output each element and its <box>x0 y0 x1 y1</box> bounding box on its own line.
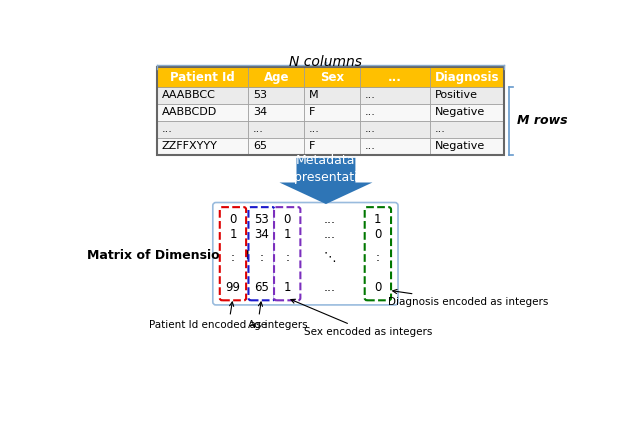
Text: 34: 34 <box>254 228 269 241</box>
Bar <box>304 67 360 87</box>
Text: Sex encoded as integers: Sex encoded as integers <box>291 299 432 337</box>
Text: :: : <box>231 251 235 264</box>
Text: Age: Age <box>247 302 268 329</box>
Text: ...: ... <box>253 124 264 134</box>
Text: 0: 0 <box>229 213 237 226</box>
Text: ZZFFXYYY: ZZFFXYYY <box>162 141 218 151</box>
Text: :: : <box>285 251 289 264</box>
Text: 53: 53 <box>253 90 267 101</box>
Text: 0: 0 <box>284 213 291 226</box>
Polygon shape <box>279 158 373 204</box>
Text: Diagnosis: Diagnosis <box>435 71 499 83</box>
Text: Diagnosis encoded as integers: Diagnosis encoded as integers <box>388 289 548 307</box>
Text: 1: 1 <box>374 213 382 226</box>
Text: Age: Age <box>263 71 289 83</box>
Text: N columns: N columns <box>289 55 363 70</box>
Text: ...: ... <box>364 141 376 151</box>
Text: Negative: Negative <box>434 141 485 151</box>
Text: :: : <box>376 251 380 264</box>
Text: ...: ... <box>309 124 320 134</box>
Bar <box>157 67 504 155</box>
Text: ⋱: ⋱ <box>324 251 336 264</box>
FancyBboxPatch shape <box>249 207 275 300</box>
Text: 0: 0 <box>374 282 382 295</box>
Bar <box>249 104 304 121</box>
Bar <box>304 87 360 104</box>
Text: AAABBCC: AAABBCC <box>162 90 216 101</box>
Text: ...: ... <box>364 108 376 117</box>
Text: Matrix of Dimension: MxN: Matrix of Dimension: MxN <box>87 249 269 262</box>
Text: M rows: M rows <box>516 114 567 127</box>
Text: ...: ... <box>324 282 336 295</box>
Bar <box>157 121 249 138</box>
Text: ...: ... <box>324 228 336 241</box>
Text: AABBCDD: AABBCDD <box>162 108 217 117</box>
Text: ...: ... <box>434 124 445 134</box>
Text: F: F <box>309 141 315 151</box>
Bar <box>157 87 249 104</box>
FancyBboxPatch shape <box>274 207 300 300</box>
FancyBboxPatch shape <box>220 207 246 300</box>
Text: ...: ... <box>364 124 376 134</box>
Bar <box>304 104 360 121</box>
Bar <box>430 87 504 104</box>
Text: 1: 1 <box>284 228 291 241</box>
Text: 1: 1 <box>284 282 291 295</box>
Text: F: F <box>309 108 315 117</box>
Text: 34: 34 <box>253 108 267 117</box>
Text: ...: ... <box>324 213 336 226</box>
Bar <box>430 104 504 121</box>
Text: ...: ... <box>364 90 376 101</box>
Bar <box>157 104 249 121</box>
Text: Sex: Sex <box>320 71 344 83</box>
Text: Negative: Negative <box>434 108 485 117</box>
Text: M: M <box>309 90 319 101</box>
Text: Positive: Positive <box>434 90 478 101</box>
Bar <box>430 138 504 155</box>
Bar <box>360 87 430 104</box>
Bar <box>360 121 430 138</box>
Bar <box>249 87 304 104</box>
Bar <box>249 138 304 155</box>
Bar <box>304 121 360 138</box>
Text: ...: ... <box>162 124 172 134</box>
Bar <box>360 104 430 121</box>
FancyBboxPatch shape <box>364 207 391 300</box>
Text: Patient Id: Patient Id <box>170 71 235 83</box>
Text: Metadata
Representation: Metadata Representation <box>279 154 373 184</box>
Text: :: : <box>259 251 264 264</box>
Text: 65: 65 <box>253 141 267 151</box>
Text: ...: ... <box>388 71 402 83</box>
Text: 1: 1 <box>229 228 237 241</box>
Text: 65: 65 <box>254 282 269 295</box>
Bar <box>430 67 504 87</box>
Bar <box>360 138 430 155</box>
Text: 53: 53 <box>254 213 269 226</box>
Text: Patient Id encoded as integers: Patient Id encoded as integers <box>149 302 308 329</box>
Bar <box>249 121 304 138</box>
Bar <box>249 67 304 87</box>
Bar <box>304 138 360 155</box>
Bar <box>157 138 249 155</box>
Text: 99: 99 <box>225 282 240 295</box>
Bar <box>430 121 504 138</box>
Bar <box>360 67 430 87</box>
Bar <box>157 67 249 87</box>
Text: 0: 0 <box>374 228 382 241</box>
